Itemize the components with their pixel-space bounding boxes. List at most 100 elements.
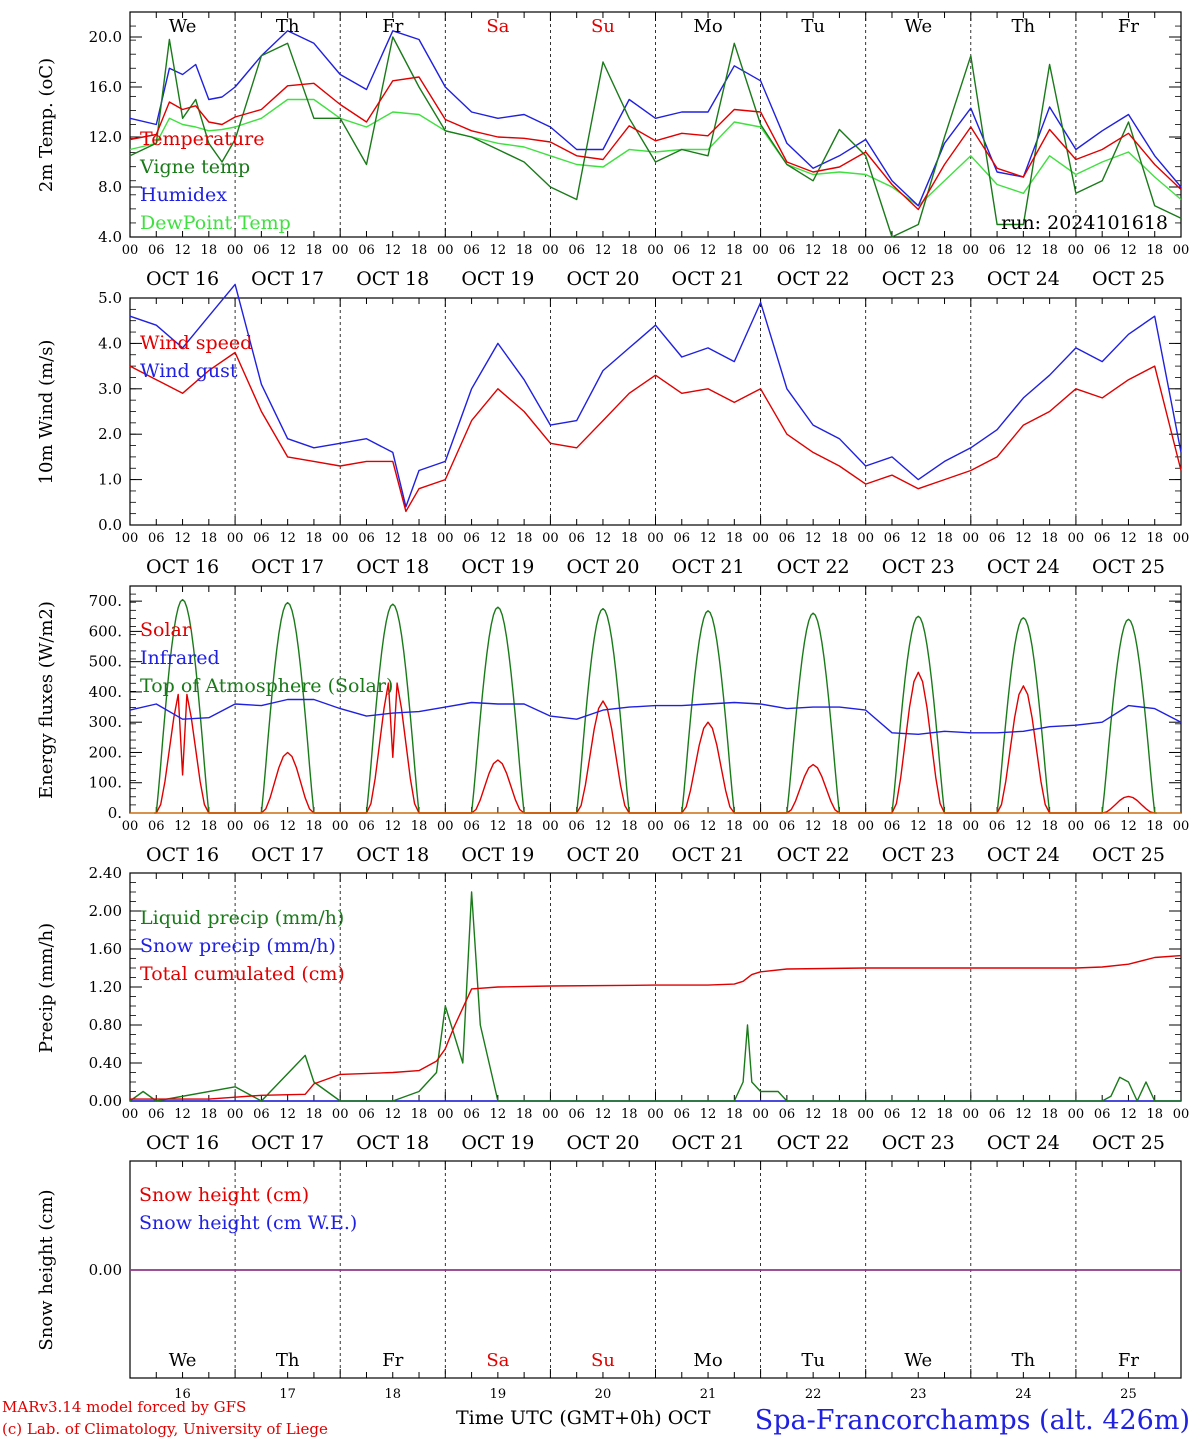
hour-tick-label: 18 — [1146, 243, 1163, 258]
run-label: run: 2024101618 — [1001, 212, 1168, 234]
hour-tick-label: 12 — [174, 819, 191, 834]
date-label: OCT 18 — [356, 1132, 429, 1154]
y-axis-label: 2m Temp. (oC) — [36, 58, 57, 192]
legend-entry: Solar — [140, 619, 192, 641]
hour-tick-label: 18 — [621, 1107, 638, 1122]
hour-tick-label: 12 — [490, 1107, 507, 1122]
date-label: OCT 22 — [777, 844, 850, 866]
hour-tick-label: 06 — [463, 531, 480, 546]
hour-tick-label: 12 — [805, 531, 822, 546]
day-of-week-label: We — [904, 1350, 932, 1371]
y-tick-label: 4.0 — [98, 228, 122, 246]
hour-tick-label: 18 — [936, 531, 953, 546]
hour-tick-label: 00 — [542, 819, 559, 834]
hour-tick-label: 12 — [595, 531, 612, 546]
day-of-week-label: Th — [1012, 1350, 1036, 1371]
hour-tick-label: 12 — [384, 819, 401, 834]
hour-tick-label: 12 — [1015, 531, 1032, 546]
y-tick-label: 0.80 — [89, 1016, 122, 1034]
hour-tick-label: 00 — [857, 243, 874, 258]
series-line-wind-gust — [129, 283, 1182, 508]
hour-tick-label: 06 — [463, 243, 480, 258]
hour-tick-label: 12 — [805, 1107, 822, 1122]
day-of-week-label: Sa — [486, 16, 509, 37]
hour-tick-label: 00 — [437, 243, 454, 258]
hour-tick-label: 18 — [726, 1107, 743, 1122]
hour-tick-label: 18 — [411, 243, 428, 258]
date-label: OCT 18 — [356, 556, 429, 578]
hour-tick-label: 18 — [936, 1107, 953, 1122]
hour-tick-label: 00 — [122, 531, 139, 546]
date-label: OCT 22 — [777, 556, 850, 578]
hour-tick-label: 00 — [752, 531, 769, 546]
hour-tick-label: 12 — [174, 531, 191, 546]
hour-tick-label: 18 — [411, 819, 428, 834]
hour-tick-label: 00 — [122, 1107, 139, 1122]
day-of-week-label: Th — [1012, 16, 1036, 37]
legend-entry: Temperature — [140, 128, 264, 150]
day-number-label: 17 — [279, 1387, 296, 1402]
panel-frame — [129, 11, 1182, 238]
hour-tick-label: 06 — [1094, 243, 1111, 258]
hour-tick-label: 06 — [148, 243, 165, 258]
legend-entry: Liquid precip (mm/h) — [140, 907, 344, 929]
hour-tick-label: 00 — [857, 1107, 874, 1122]
hour-tick-label: 12 — [595, 819, 612, 834]
hour-tick-label: 06 — [253, 531, 270, 546]
panel-2: 10m Wind (m/s) 0.0 1.0 2.0 3.0 4.0 5.0 Wind spe… — [36, 283, 1189, 578]
day-of-week-label: Fr — [382, 16, 403, 37]
hour-tick-label: 18 — [726, 819, 743, 834]
hour-tick-label: 00 — [963, 243, 980, 258]
hour-tick-label: 18 — [726, 243, 743, 258]
hour-tick-label: 00 — [437, 819, 454, 834]
hour-tick-label: 00 — [1173, 819, 1190, 834]
date-label: OCT 23 — [882, 268, 955, 290]
y-tick-label: 8.0 — [98, 178, 122, 196]
hour-tick-label: 18 — [516, 243, 533, 258]
y-tick-label: 300. — [89, 713, 122, 731]
date-label: OCT 21 — [672, 556, 745, 578]
hour-tick-label: 06 — [779, 1107, 796, 1122]
hour-tick-label: 18 — [201, 531, 218, 546]
hour-tick-label: 18 — [831, 243, 848, 258]
hour-tick-label: 00 — [227, 243, 244, 258]
date-label: OCT 24 — [987, 1132, 1060, 1154]
hour-tick-label: 12 — [1015, 819, 1032, 834]
hour-tick-label: 00 — [752, 819, 769, 834]
y-axis-label: Snow height (cm) — [36, 1189, 57, 1350]
day-of-week-label: Tu — [801, 16, 825, 37]
hour-tick-label: 00 — [1068, 1107, 1085, 1122]
hour-tick-label: 06 — [568, 531, 585, 546]
day-of-week-label: We — [169, 1350, 197, 1371]
hour-tick-label: 12 — [490, 243, 507, 258]
hour-tick-label: 12 — [174, 1107, 191, 1122]
hour-tick-label: 06 — [568, 1107, 585, 1122]
hour-tick-label: 06 — [989, 1107, 1006, 1122]
legend-entry: Infrared — [140, 647, 220, 669]
hour-tick-label: 12 — [595, 1107, 612, 1122]
hour-tick-label: 00 — [332, 1107, 349, 1122]
day-of-week-label: Sa — [486, 1350, 509, 1371]
hour-tick-label: 06 — [148, 531, 165, 546]
hour-tick-label: 12 — [279, 243, 296, 258]
legend-entry: Total cumulated (cm) — [140, 963, 345, 985]
hour-tick-label: 00 — [963, 819, 980, 834]
y-tick-label: 2.0 — [98, 425, 122, 443]
hour-tick-label: 18 — [831, 819, 848, 834]
hour-tick-label: 12 — [174, 243, 191, 258]
y-tick-label: 400. — [89, 683, 122, 701]
hour-tick-label: 18 — [936, 819, 953, 834]
day-of-week-label: Fr — [1118, 1350, 1139, 1371]
lab-credit: (c) Lab. of Climatology, University of L… — [2, 1420, 328, 1438]
hour-tick-label: 06 — [568, 243, 585, 258]
y-tick-label: 2.40 — [89, 864, 122, 882]
hour-tick-label: 18 — [621, 243, 638, 258]
day-of-week-label: Fr — [1118, 16, 1139, 37]
hour-tick-label: 18 — [831, 1107, 848, 1122]
hour-tick-label: 00 — [227, 1107, 244, 1122]
y-tick-label: 1.60 — [89, 940, 122, 958]
hour-tick-label: 00 — [437, 1107, 454, 1122]
legend-entry: DewPoint Temp — [140, 212, 291, 234]
hour-tick-label: 12 — [700, 531, 717, 546]
